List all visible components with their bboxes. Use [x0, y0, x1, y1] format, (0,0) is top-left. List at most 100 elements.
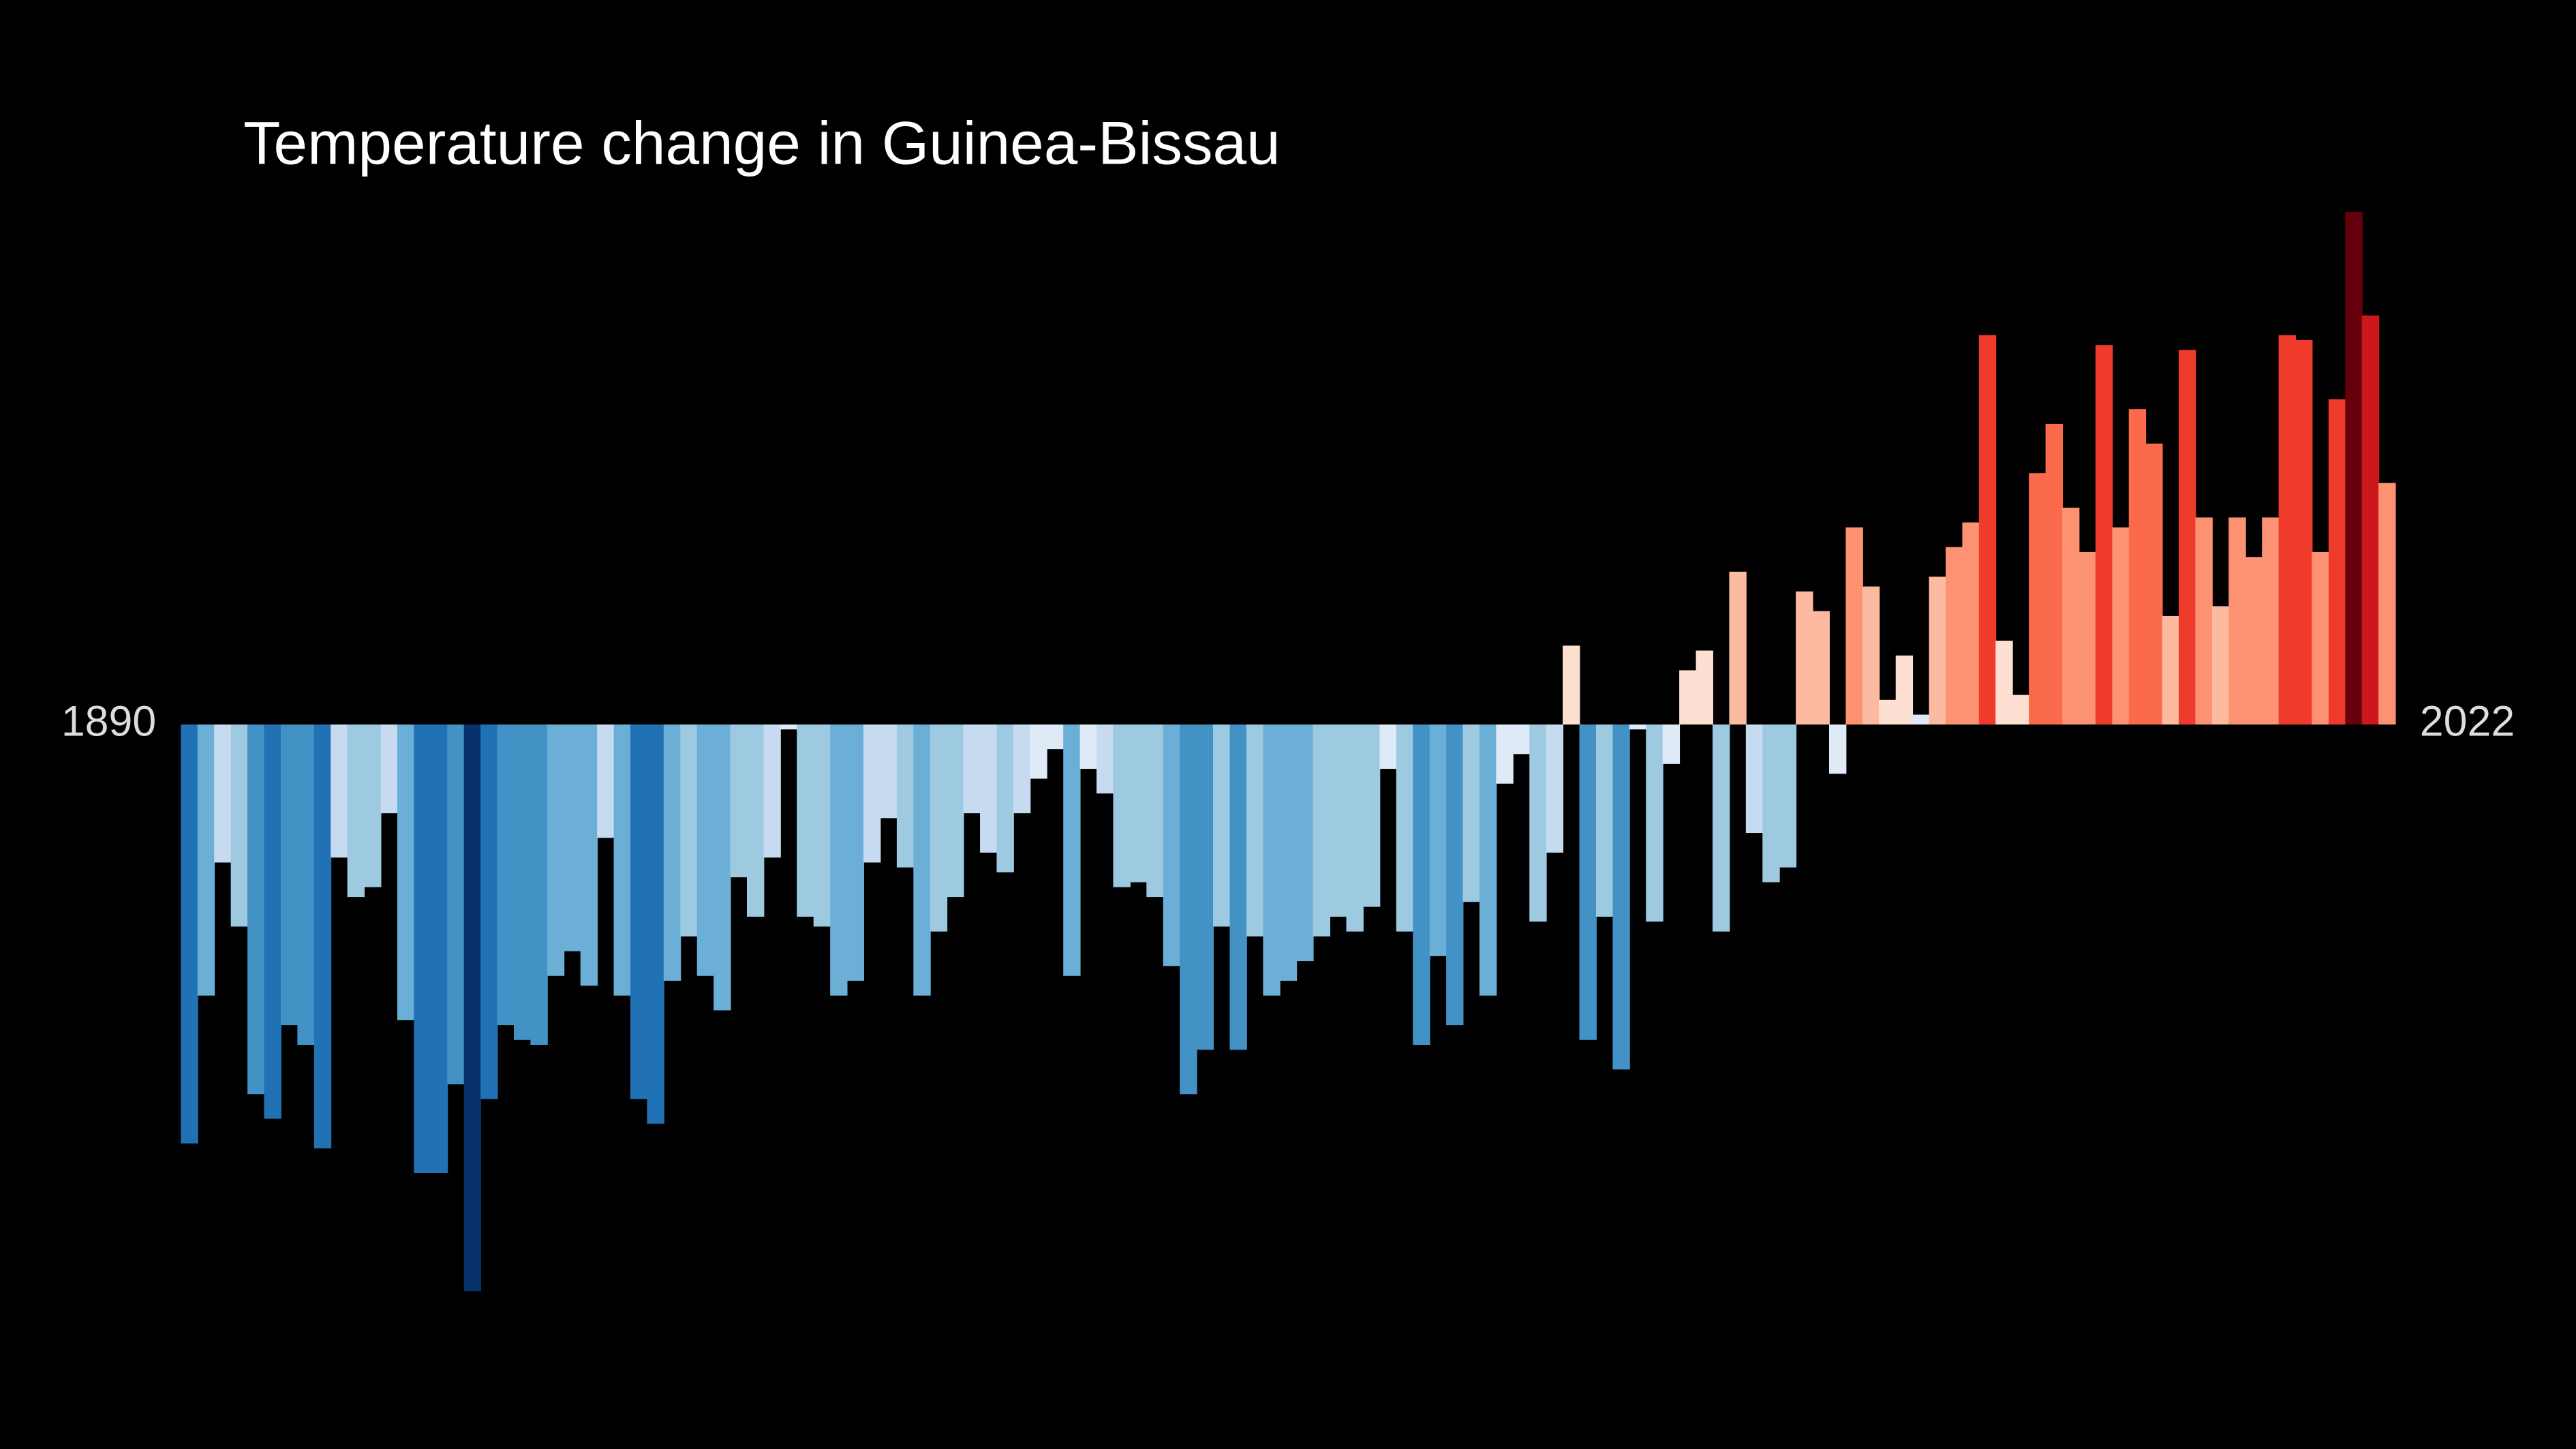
- bar: [463, 724, 482, 1292]
- bar: [1895, 655, 1914, 724]
- bar: [1063, 724, 1081, 976]
- bar: [1762, 724, 1780, 883]
- bar: [2195, 517, 2213, 724]
- bar: [1563, 645, 1580, 724]
- x-tick-label: 1890: [61, 698, 156, 746]
- bar: [414, 724, 431, 1174]
- bar: [1929, 577, 1946, 724]
- bar: [2128, 409, 2147, 724]
- bar: [880, 724, 898, 819]
- bar: [696, 724, 715, 976]
- bar: [2345, 211, 2363, 725]
- bar: [1180, 724, 1197, 1095]
- bar: [1662, 724, 1681, 764]
- bar: [2228, 517, 2246, 724]
- bar: [1263, 724, 1281, 996]
- bar: [230, 724, 249, 927]
- bar: [1646, 724, 1663, 922]
- bar: [2262, 517, 2280, 724]
- bar: [863, 724, 881, 863]
- bar: [2245, 557, 2263, 724]
- bar: [1629, 724, 1647, 730]
- bar: [2179, 350, 2196, 724]
- bar: [1912, 714, 1930, 724]
- bar: [996, 724, 1014, 872]
- bar: [580, 724, 598, 986]
- bar: [2045, 423, 2063, 724]
- bar: [830, 724, 848, 996]
- bar: [1595, 724, 1614, 917]
- bar: [1729, 571, 1747, 724]
- bar: [896, 724, 915, 868]
- bar: [1812, 611, 1830, 724]
- bar: [2095, 345, 2113, 724]
- bar: [947, 724, 964, 898]
- bar: [1462, 724, 1480, 902]
- bar: [1296, 724, 1314, 962]
- bar: [1030, 724, 1047, 779]
- bar: [1113, 724, 1131, 887]
- bar: [1279, 724, 1298, 981]
- bar: [1097, 724, 1114, 794]
- bar: [1446, 724, 1464, 1026]
- bar: [980, 724, 998, 853]
- bar: [2361, 315, 2380, 724]
- bar: [2312, 551, 2329, 724]
- bar: [730, 724, 748, 878]
- bar: [1995, 641, 2013, 724]
- bar: [663, 724, 681, 981]
- bar: [2328, 399, 2346, 724]
- bar: [1379, 724, 1397, 769]
- bar: [1696, 650, 1713, 724]
- bar: [280, 724, 298, 1026]
- bar: [447, 724, 465, 1084]
- bar: [547, 724, 565, 976]
- bar: [1946, 547, 1963, 724]
- bar: [1163, 724, 1181, 966]
- bar: [497, 724, 515, 1026]
- bar: [1079, 724, 1098, 769]
- bar: [397, 724, 415, 1020]
- bar: [1346, 724, 1364, 932]
- bar: [1612, 724, 1630, 1070]
- bar: [264, 724, 281, 1119]
- bar: [813, 724, 831, 927]
- bar: [846, 724, 864, 981]
- bar: [1862, 586, 1880, 724]
- bar: [1879, 699, 1897, 724]
- bar: [313, 724, 332, 1148]
- bar: [247, 724, 265, 1095]
- bar: [1745, 724, 1764, 834]
- bar: [2112, 527, 2130, 724]
- bar: [1046, 724, 1064, 750]
- bar: [2211, 606, 2230, 724]
- bar: [1413, 724, 1430, 1046]
- bar: [1779, 724, 1797, 868]
- bar: [1529, 724, 1547, 922]
- bar: [1396, 724, 1414, 932]
- bar: [2062, 507, 2080, 724]
- bar: [2029, 473, 2046, 724]
- bar: [797, 724, 814, 917]
- bar: [380, 724, 398, 814]
- bar: [364, 724, 382, 887]
- chart-title: Temperature change in Guinea-Bissau: [243, 109, 1281, 177]
- bar: [2079, 551, 2096, 724]
- x-tick-label: 2022: [2420, 698, 2515, 746]
- bar: [780, 724, 798, 730]
- bar: [1978, 335, 1997, 724]
- bar: [1579, 724, 1597, 1040]
- bar: [930, 724, 948, 932]
- bar: [1712, 724, 1730, 932]
- bar: [1429, 724, 1447, 956]
- bar: [647, 724, 664, 1124]
- bar: [630, 724, 648, 1099]
- bar: [747, 724, 765, 917]
- bar: [613, 724, 631, 996]
- bar: [1828, 724, 1847, 774]
- bar: [963, 724, 981, 814]
- bar: [913, 724, 931, 996]
- bar: [2278, 335, 2297, 724]
- bar: [2378, 483, 2396, 724]
